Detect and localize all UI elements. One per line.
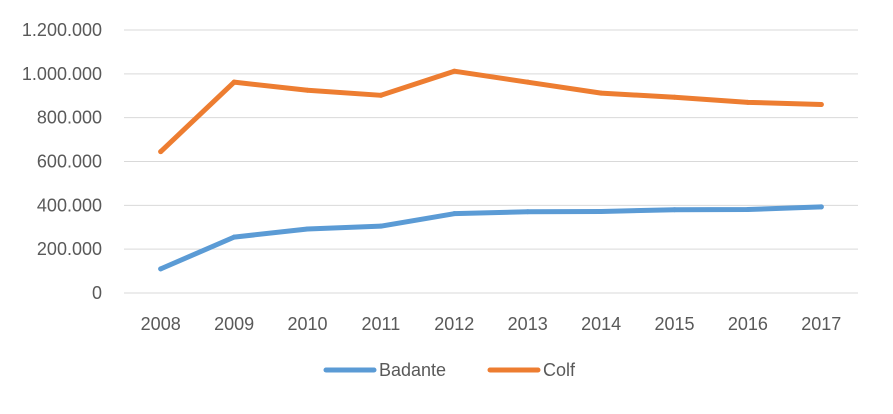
data-point-colf bbox=[231, 79, 237, 85]
data-point-badante bbox=[231, 234, 237, 240]
data-point-badante bbox=[818, 204, 824, 210]
x-tick-label: 2010 bbox=[287, 314, 327, 334]
series-lines bbox=[158, 68, 824, 272]
data-point-badante bbox=[672, 207, 677, 213]
series-line-colf bbox=[158, 68, 824, 155]
data-point-colf bbox=[305, 87, 310, 93]
series-line-badante bbox=[158, 204, 824, 272]
x-tick-label: 2014 bbox=[581, 314, 621, 334]
x-tick-label: 2008 bbox=[141, 314, 181, 334]
y-tick-label: 400.000 bbox=[37, 195, 102, 215]
data-point-colf bbox=[378, 92, 384, 98]
data-point-badante bbox=[158, 266, 164, 272]
gridlines bbox=[124, 29, 858, 294]
data-point-badante bbox=[378, 223, 384, 229]
x-tick-label: 2012 bbox=[434, 314, 474, 334]
x-tick-label: 2011 bbox=[362, 314, 401, 334]
x-tick-label: 2013 bbox=[508, 314, 548, 334]
y-tick-label: 800.000 bbox=[37, 108, 102, 128]
x-tick-label: 2016 bbox=[728, 314, 768, 334]
legend-label-colf: Colf bbox=[543, 360, 576, 380]
data-point-colf bbox=[525, 79, 531, 85]
data-point-badante bbox=[598, 208, 604, 214]
data-point-colf bbox=[451, 68, 457, 74]
data-point-badante bbox=[745, 206, 751, 212]
x-tick-label: 2017 bbox=[801, 314, 841, 334]
y-tick-label: 1.000.000 bbox=[22, 64, 102, 84]
y-axis-tick-labels: 0 200.000 400.000 600.000 800.000 1.000.000 1.… bbox=[22, 20, 102, 303]
y-tick-label: 600.000 bbox=[37, 152, 102, 172]
data-point-colf bbox=[745, 99, 751, 105]
x-tick-label: 2009 bbox=[214, 314, 254, 334]
legend-label-badante: Badante bbox=[379, 360, 446, 380]
y-tick-label: 0 bbox=[92, 283, 102, 303]
legend: Badante Colf bbox=[323, 360, 576, 380]
data-point-colf bbox=[818, 102, 824, 108]
data-point-badante bbox=[451, 211, 457, 217]
data-point-badante bbox=[525, 209, 531, 215]
data-point-badante bbox=[305, 226, 310, 232]
x-axis-tick-labels: 2008 2009 2010 2011 2012 2013 2014 2015 2016 2017 bbox=[141, 314, 842, 334]
data-point-colf bbox=[672, 94, 677, 100]
data-point-colf bbox=[598, 90, 604, 96]
data-point-colf bbox=[158, 149, 164, 155]
x-tick-label: 2015 bbox=[654, 314, 694, 334]
y-tick-label: 200.000 bbox=[37, 239, 102, 259]
y-tick-label: 1.200.000 bbox=[22, 20, 102, 40]
